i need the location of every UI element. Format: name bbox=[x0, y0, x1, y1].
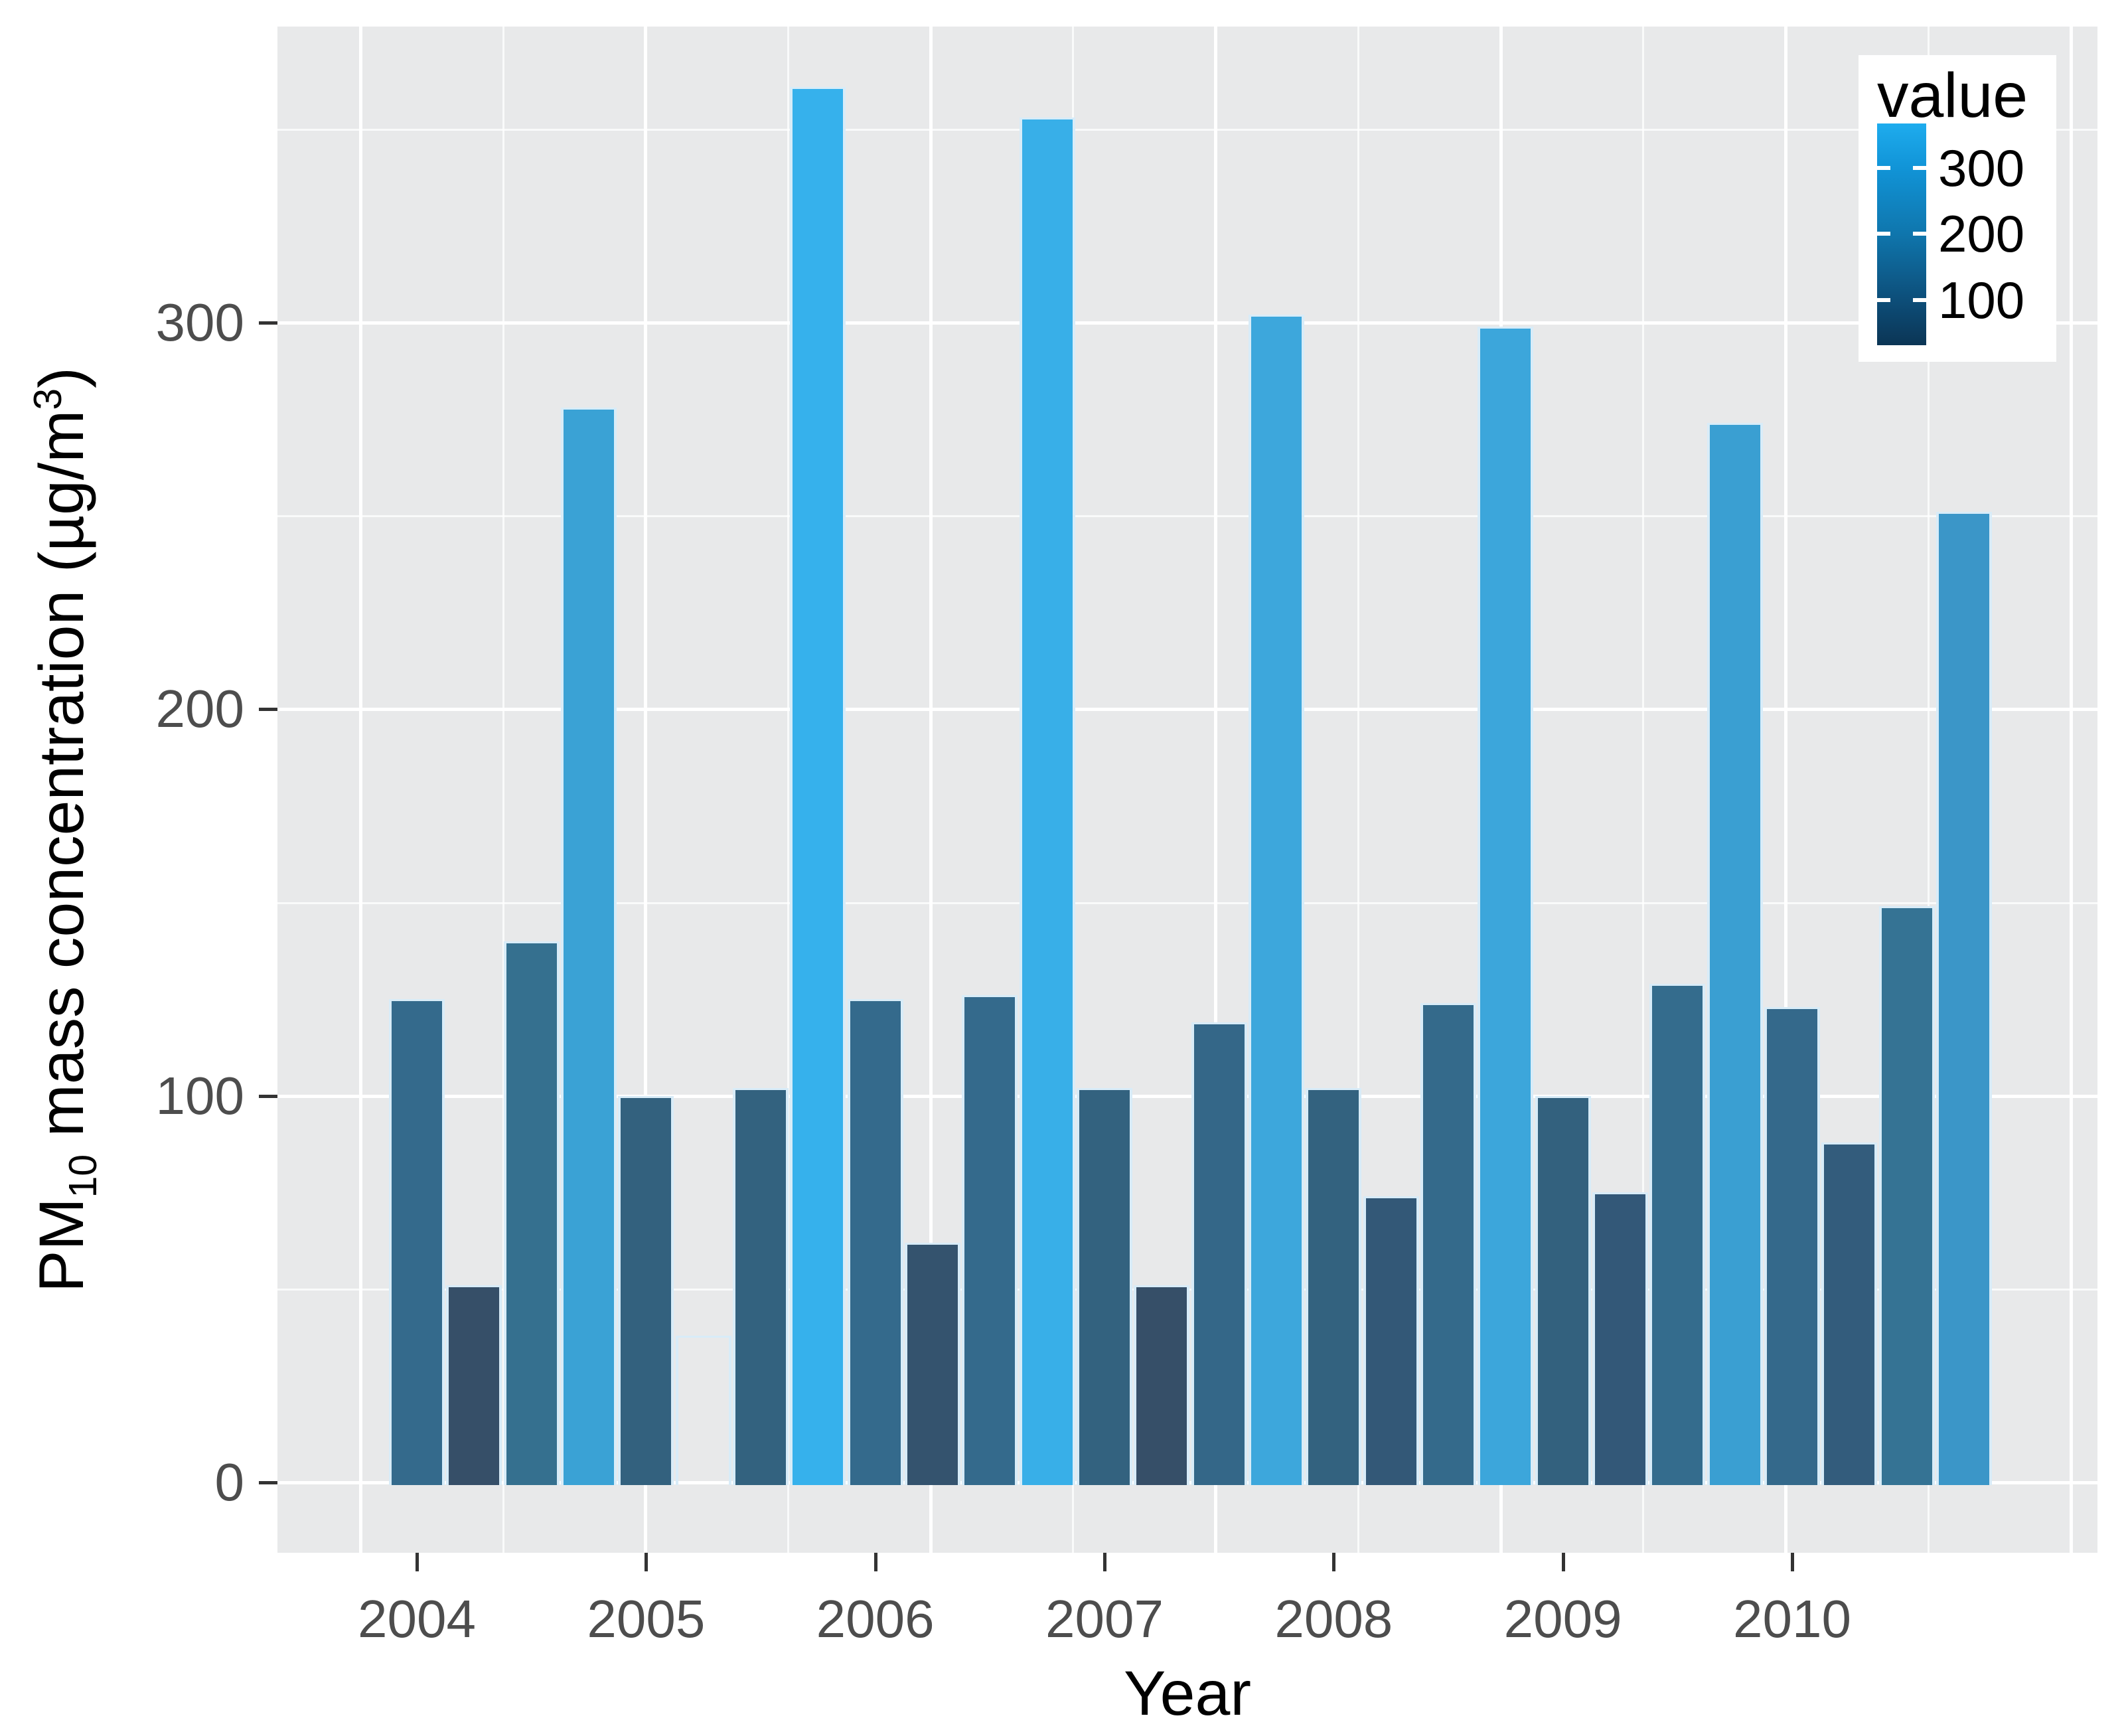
gridline-v-minor bbox=[502, 27, 504, 1553]
y-title-subscript: 10 bbox=[61, 1154, 105, 1198]
bar-2004-q3 bbox=[503, 941, 560, 1485]
legend-tick-200-left bbox=[1877, 231, 1890, 236]
y-tick-label-200: 200 bbox=[155, 679, 244, 739]
legend-label-300: 300 bbox=[1938, 138, 2025, 197]
y-tick-200 bbox=[259, 708, 277, 712]
bar-2008-q1 bbox=[1306, 1088, 1362, 1485]
bar-2009-q3 bbox=[1649, 983, 1706, 1485]
bar-2006-q2 bbox=[904, 1242, 960, 1485]
y-tick-100 bbox=[259, 1094, 277, 1098]
y-title-text-2: mass concentration (µg/m bbox=[26, 410, 97, 1154]
legend-title: value bbox=[1877, 60, 2028, 131]
bar-2004-q2 bbox=[446, 1285, 502, 1485]
gridline-v-major bbox=[929, 27, 933, 1553]
gridline-h-minor-250 bbox=[277, 515, 2097, 518]
legend-tick-300-left bbox=[1877, 165, 1890, 170]
legend-label-100: 100 bbox=[1938, 270, 2025, 329]
bar-2010-q1 bbox=[1764, 1006, 1820, 1485]
y-tick-label-300: 300 bbox=[155, 293, 244, 352]
bar-2005-q4 bbox=[790, 86, 846, 1485]
legend-label-200: 200 bbox=[1938, 204, 2025, 263]
bar-2010-q3 bbox=[1878, 906, 1935, 1485]
legend-tick-100-left bbox=[1877, 297, 1890, 302]
x-tick-label-2010: 2010 bbox=[1732, 1589, 1851, 1648]
bar-2006-q3 bbox=[962, 995, 1018, 1485]
x-tick-2010 bbox=[1790, 1553, 1794, 1571]
bar-2006-q4 bbox=[1019, 118, 1075, 1485]
bar-2005-q3 bbox=[732, 1088, 789, 1485]
legend-tick-100-right bbox=[1913, 297, 1926, 302]
bar-2004-q1 bbox=[389, 999, 445, 1485]
x-tick-2008 bbox=[1332, 1553, 1336, 1571]
plot-panel bbox=[277, 27, 2097, 1553]
bar-2010-q2 bbox=[1821, 1142, 1878, 1485]
bar-2007-q1 bbox=[1076, 1088, 1132, 1485]
bar-2006-q1 bbox=[847, 999, 903, 1485]
gridline-v-major bbox=[1214, 27, 1217, 1553]
x-tick-2007 bbox=[1102, 1553, 1106, 1571]
bar-2007-q4 bbox=[1248, 315, 1304, 1485]
gridline-v-minor bbox=[1642, 27, 1644, 1553]
legend-tick-200-right bbox=[1913, 231, 1926, 236]
x-axis-title: Year bbox=[1124, 1658, 1251, 1729]
bar-2009-q1 bbox=[1535, 1095, 1591, 1485]
bar-2008-q4 bbox=[1478, 326, 1534, 1485]
x-tick-label-2009: 2009 bbox=[1503, 1589, 1622, 1648]
bar-2007-q2 bbox=[1134, 1285, 1190, 1485]
bar-2010-q4 bbox=[1936, 512, 1992, 1485]
gridline-h-major-300 bbox=[277, 321, 2097, 325]
legend-tick-300-right bbox=[1913, 165, 1926, 170]
bar-2009-q2 bbox=[1592, 1192, 1648, 1485]
bar-2007-q3 bbox=[1191, 1022, 1247, 1485]
x-tick-label-2008: 2008 bbox=[1274, 1589, 1393, 1648]
bar-2005-q1 bbox=[618, 1095, 674, 1485]
gridline-v-major bbox=[359, 27, 362, 1553]
y-tick-label-0: 0 bbox=[214, 1453, 245, 1512]
gridline-v-major bbox=[2070, 27, 2073, 1553]
x-tick-2009 bbox=[1561, 1553, 1565, 1571]
y-title-superscript: 3 bbox=[27, 388, 70, 410]
bar-2004-q4 bbox=[560, 408, 617, 1485]
x-tick-2005 bbox=[645, 1553, 648, 1571]
bar-2008-q2 bbox=[1363, 1196, 1419, 1485]
gridline-h-minor-150 bbox=[277, 902, 2097, 904]
gridline-h-major-200 bbox=[277, 708, 2097, 712]
bar-2005-q2 bbox=[675, 1335, 731, 1485]
gridline-v-minor bbox=[1357, 27, 1359, 1553]
x-tick-label-2007: 2007 bbox=[1045, 1589, 1164, 1648]
gridline-h-major-100 bbox=[277, 1094, 2097, 1098]
y-tick-300 bbox=[259, 321, 277, 325]
gridline-v-minor bbox=[1928, 27, 1930, 1553]
bar-2008-q3 bbox=[1420, 1002, 1476, 1485]
x-tick-2004 bbox=[416, 1553, 419, 1571]
x-tick-label-2006: 2006 bbox=[816, 1589, 935, 1648]
y-tick-0 bbox=[259, 1481, 277, 1484]
x-tick-label-2004: 2004 bbox=[358, 1589, 476, 1648]
gridline-v-minor bbox=[787, 27, 789, 1553]
y-title-text: PM bbox=[26, 1197, 97, 1293]
y-tick-label-100: 100 bbox=[155, 1065, 244, 1125]
x-tick-label-2005: 2005 bbox=[587, 1589, 706, 1648]
legend: value 300 200 100 bbox=[1859, 55, 2056, 362]
x-tick-2006 bbox=[873, 1553, 877, 1571]
gridline-v-major bbox=[1784, 27, 1787, 1553]
y-axis-title: PM10 mass concentration (µg/m3) bbox=[26, 366, 105, 1293]
y-title-text-3: ) bbox=[26, 366, 97, 388]
bar-2009-q4 bbox=[1707, 423, 1763, 1485]
gridline-h-minor-350 bbox=[277, 128, 2097, 131]
gridline-v-major bbox=[644, 27, 647, 1553]
